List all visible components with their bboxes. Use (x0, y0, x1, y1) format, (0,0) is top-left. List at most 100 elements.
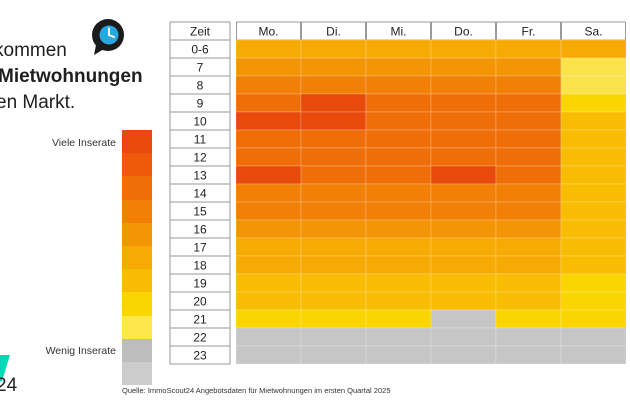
heatmap-cell (365, 327, 432, 347)
heatmap-cell (365, 39, 432, 59)
heatmap-cell (365, 147, 432, 167)
heatmap-cell (430, 147, 497, 167)
row-label: 0-6 (191, 43, 209, 57)
heatmap-cell (560, 165, 627, 185)
row-label: 7 (197, 61, 204, 75)
heatmap-cell (365, 165, 432, 185)
heatmap-cell (495, 75, 562, 95)
heatmap-cell (235, 165, 302, 185)
heatmap-cell (495, 327, 562, 347)
heatmap-cell (430, 183, 497, 203)
heatmap-cell (365, 237, 432, 257)
heatmap-cell (300, 273, 367, 293)
heatmap-cell (365, 201, 432, 221)
row-label: 21 (193, 313, 207, 327)
row-label: 17 (193, 241, 207, 255)
column-header-label: Sa. (584, 25, 602, 39)
heatmap-cell (430, 345, 497, 365)
heatmap-cell (560, 129, 627, 149)
row-label: 14 (193, 187, 207, 201)
heatmap-cell (365, 75, 432, 95)
heatmap-cell (560, 219, 627, 239)
heatmap-cell (430, 327, 497, 347)
heatmap-cell (300, 111, 367, 131)
heatmap-cell (495, 111, 562, 131)
row-label: 16 (193, 223, 207, 237)
row-label: 18 (193, 259, 207, 273)
heatmap-cell (560, 345, 627, 365)
column-header-label: Di. (326, 25, 341, 39)
corner-label: Zeit (190, 25, 211, 39)
heatmap-cell (365, 309, 432, 329)
brand-logo-text: 24 (0, 375, 18, 396)
row-label-cell (169, 345, 231, 365)
heatmap-cell (430, 219, 497, 239)
legend-swatch-9 (122, 338, 152, 362)
row-label: 8 (197, 79, 204, 93)
heatmap-cell (235, 327, 302, 347)
heatmap-cell (235, 345, 302, 365)
legend-swatch-1 (122, 153, 152, 177)
row-label: 23 (193, 349, 207, 363)
legend-high-label: Viele Inserate (51, 137, 116, 149)
heatmap-cell (365, 111, 432, 131)
legend-swatch-7 (122, 292, 152, 316)
heatmap-cell (560, 201, 627, 221)
heatmap-cell (300, 345, 367, 365)
heatmap-cell (495, 273, 562, 293)
heatmap-cell (235, 237, 302, 257)
heatmap-cell (495, 165, 562, 185)
heatmap-cell (560, 111, 627, 131)
heatmap-cell (235, 57, 302, 77)
brand-logo-mark-icon (0, 355, 10, 381)
heatmap-cell (560, 255, 627, 275)
heatmap-cell (560, 291, 627, 311)
column-header-label: Fr. (522, 25, 536, 39)
heatmap-cell (430, 111, 497, 131)
row-label: 9 (197, 97, 204, 111)
heatmap-cell (365, 129, 432, 149)
column-header-label: Mo. (258, 25, 278, 39)
heatmap-cell (365, 345, 432, 365)
heatmap-cell (365, 273, 432, 293)
heatmap-cell (430, 93, 497, 113)
row-label: 15 (193, 205, 207, 219)
heatmap-cell (560, 309, 627, 329)
heatmap-cell (560, 273, 627, 293)
heatmap-cell (560, 327, 627, 347)
heatmap-cell (300, 219, 367, 239)
heatmap-cell (235, 75, 302, 95)
heatmap-cell (300, 39, 367, 59)
heatmap-cell (235, 129, 302, 149)
heatmap-cell (300, 147, 367, 167)
legend-swatch-8 (122, 315, 152, 339)
heatmap-cell (430, 309, 497, 329)
row-label: 13 (193, 169, 207, 183)
heatmap-cell (235, 309, 302, 329)
heatmap-cell (495, 39, 562, 59)
heatmap-cell (300, 327, 367, 347)
headline-line-1: kommen (0, 40, 67, 61)
heatmap-cell (430, 39, 497, 59)
heatmap-cell (365, 219, 432, 239)
heatmap-cell (300, 75, 367, 95)
heatmap-cell (235, 255, 302, 275)
source-note: Quelle: ImmoScout24 Angebotsdaten für Mi… (122, 386, 391, 395)
legend-swatch-3 (122, 199, 152, 223)
heatmap-cell (495, 129, 562, 149)
heatmap-cell (430, 165, 497, 185)
row-label: 20 (193, 295, 207, 309)
heatmap-cell (495, 237, 562, 257)
heatmap-cell (560, 183, 627, 203)
heatmap-cell (495, 309, 562, 329)
heatmap-cell (235, 201, 302, 221)
headline-line-2: Mietwohnungen (0, 66, 143, 87)
row-label: 11 (194, 133, 207, 147)
heatmap-cell (365, 255, 432, 275)
heatmap-cell (430, 75, 497, 95)
heatmap-cell (300, 309, 367, 329)
heatmap-cell (235, 111, 302, 131)
heatmap-cell (300, 201, 367, 221)
headline-line-3: en Markt. (0, 92, 76, 113)
heatmap-cell (430, 201, 497, 221)
